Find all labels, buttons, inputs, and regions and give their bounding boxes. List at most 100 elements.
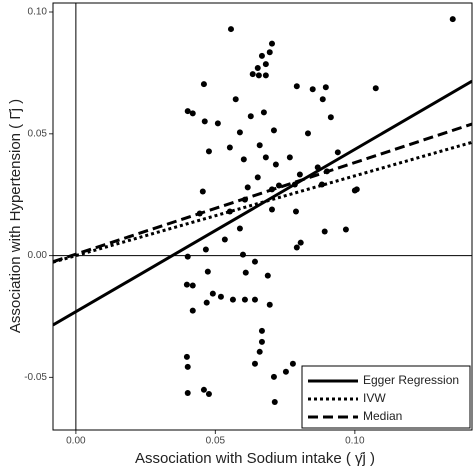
point — [268, 206, 275, 213]
point — [321, 228, 328, 235]
point — [323, 168, 330, 175]
point — [271, 398, 278, 405]
point — [200, 386, 207, 393]
point — [183, 281, 190, 288]
point — [255, 72, 262, 79]
y-tick-label: 0.10 — [28, 7, 48, 18]
plot-frame — [52, 2, 473, 431]
point — [258, 327, 265, 334]
point — [241, 296, 248, 303]
point — [184, 363, 191, 370]
point — [236, 225, 243, 232]
point — [184, 389, 191, 396]
point — [289, 360, 296, 367]
point — [342, 226, 349, 233]
point — [214, 120, 221, 127]
point — [309, 86, 316, 93]
point — [189, 307, 196, 314]
point — [232, 96, 239, 103]
point — [227, 26, 234, 33]
point — [296, 171, 303, 178]
point — [251, 360, 258, 367]
point — [293, 83, 300, 90]
fit-line — [53, 122, 472, 264]
point — [240, 156, 247, 163]
point — [286, 154, 293, 161]
point — [236, 129, 243, 136]
point — [251, 258, 258, 265]
x-tick-label: 0.00 — [66, 436, 86, 447]
fit-line — [53, 140, 472, 264]
point — [266, 301, 273, 308]
point — [256, 348, 263, 355]
point — [226, 144, 233, 151]
y-axis-label: Association with Hypertension ( Γ̂j ) — [7, 99, 24, 333]
point — [318, 181, 325, 188]
legend-label: IVW — [363, 391, 386, 405]
legend-label: Egger Regression — [363, 373, 459, 387]
point — [239, 251, 246, 258]
y-tick-label: 0.00 — [28, 250, 48, 261]
point — [189, 282, 196, 289]
point — [270, 373, 277, 380]
point — [226, 208, 233, 215]
point — [264, 272, 271, 279]
point — [262, 72, 269, 79]
point — [266, 49, 273, 56]
point — [268, 40, 275, 47]
y-tick-label: -0.05 — [24, 372, 47, 383]
point — [202, 246, 209, 253]
point — [201, 118, 208, 125]
legend-label: Median — [363, 409, 402, 423]
point — [189, 110, 196, 117]
point — [258, 52, 265, 59]
point — [292, 208, 299, 215]
point — [247, 113, 254, 120]
point — [260, 109, 267, 116]
point — [275, 182, 282, 189]
point — [203, 299, 210, 306]
point — [314, 164, 321, 171]
point — [327, 114, 334, 121]
point — [242, 269, 249, 276]
point — [304, 130, 311, 137]
point — [256, 142, 263, 149]
point — [200, 81, 207, 88]
point — [205, 390, 212, 397]
x-axis-label: Association with Sodium intake ( γ̂j ) — [135, 450, 375, 467]
point — [241, 196, 248, 203]
point — [449, 16, 456, 23]
point — [184, 253, 191, 260]
point — [272, 161, 279, 168]
point — [251, 296, 258, 303]
point — [293, 244, 300, 251]
point — [258, 338, 265, 345]
point — [322, 84, 329, 91]
y-tick-label: 0.05 — [28, 128, 48, 139]
point — [205, 148, 212, 155]
point — [221, 236, 228, 243]
x-tick-label: 0.05 — [206, 436, 226, 447]
point — [291, 181, 298, 188]
point — [184, 108, 191, 115]
point — [351, 187, 358, 194]
point — [297, 239, 304, 246]
point — [217, 293, 224, 300]
x-tick-label: 0.10 — [345, 436, 365, 447]
point — [196, 210, 203, 217]
point — [262, 154, 269, 161]
point — [229, 296, 236, 303]
point — [262, 61, 269, 68]
point — [334, 149, 341, 156]
point — [254, 65, 261, 72]
point — [244, 184, 251, 191]
point — [199, 188, 206, 195]
point — [268, 186, 275, 193]
point — [183, 353, 190, 360]
point — [249, 71, 256, 78]
point — [319, 96, 326, 103]
point — [372, 85, 379, 92]
point — [204, 268, 211, 275]
